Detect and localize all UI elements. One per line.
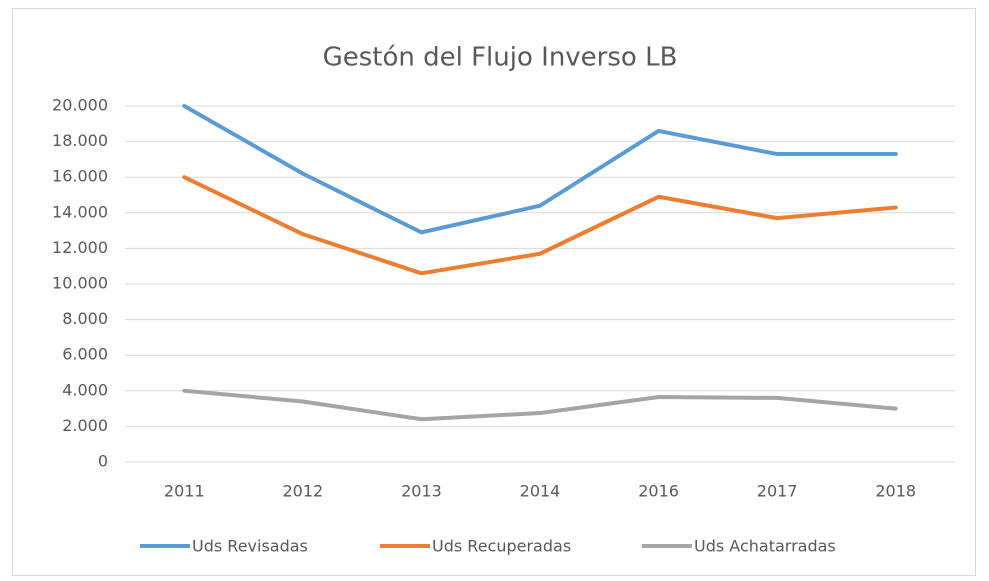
- x-tick-label: 2017: [757, 482, 798, 501]
- y-tick-label: 8.000: [62, 309, 108, 328]
- chart-title: Gestón del Flujo Inverso LB: [323, 43, 678, 73]
- y-tick-label: 6.000: [62, 345, 108, 364]
- x-tick-label: 2016: [638, 482, 679, 501]
- series-line: [182, 175, 898, 276]
- series-line: [182, 104, 898, 235]
- x-tick-label: 2012: [282, 482, 323, 501]
- y-tick-label: 20.000: [52, 96, 108, 115]
- x-tick-label: 2018: [875, 482, 916, 501]
- y-tick-label: 14.000: [52, 202, 108, 221]
- y-tick-label: 16.000: [52, 167, 108, 186]
- x-tick-label: 2014: [520, 482, 561, 501]
- y-tick-label: 0: [98, 452, 108, 471]
- x-tick-label: 2013: [401, 482, 442, 501]
- legend-label: Uds Achatarradas: [694, 537, 836, 556]
- series-line: [182, 388, 898, 422]
- y-tick-label: 18.000: [52, 131, 108, 150]
- y-tick-label: 10.000: [52, 274, 108, 293]
- y-tick-label: 4.000: [62, 380, 108, 399]
- y-tick-label: 2.000: [62, 416, 108, 435]
- chart-frame: [12, 8, 976, 576]
- legend-label: Uds Recuperadas: [432, 537, 571, 556]
- legend-label: Uds Revisadas: [192, 537, 308, 556]
- x-tick-label: 2011: [164, 482, 205, 501]
- y-tick-label: 12.000: [52, 238, 108, 257]
